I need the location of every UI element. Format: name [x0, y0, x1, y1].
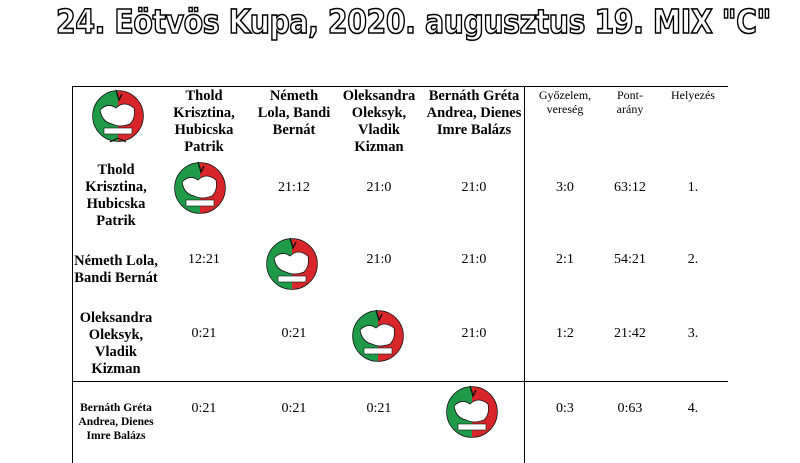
result-cell: 0:21 [281, 401, 307, 416]
club-emblem-icon [446, 385, 498, 438]
wins-cell: 2:1 [556, 252, 574, 267]
row-divider-rule [72, 381, 728, 382]
header-team-3: Oleksandra Oleksyk, Vladik Kizman [342, 88, 416, 155]
left-column-rule [72, 86, 73, 463]
result-cell: 21:0 [461, 326, 487, 341]
header-team-1: Thold Krisztina, Hubicska Patrik [173, 88, 235, 155]
points-cell: 54:21 [614, 252, 646, 267]
club-emblem-icon [266, 237, 318, 290]
wins-cell: 1:2 [556, 326, 574, 341]
club-emblem-icon [92, 89, 144, 143]
header-team-2: Németh Lola, Bandi Bernát [257, 88, 331, 138]
result-cell: 21:0 [366, 252, 392, 267]
rank-cell: 4. [687, 401, 699, 416]
points-cell: 0:63 [617, 401, 643, 416]
result-cell: 0:21 [281, 326, 307, 341]
page-title: 24. Eötvös Kupa, 2020. augusztus 19. MIX… [55, 1, 772, 42]
club-emblem-icon [174, 161, 226, 214]
result-cell: 21:12 [278, 180, 310, 195]
row-name-1: Thold Krisztina, Hubicska Patrik [85, 162, 147, 229]
points-cell: 21:42 [614, 326, 646, 341]
table-top-rule [72, 86, 728, 87]
result-cell: 0:21 [366, 401, 392, 416]
result-cell: 12:21 [188, 252, 220, 267]
header-wins: Győzelem, vereség [538, 88, 592, 116]
points-cell: 63:12 [614, 180, 646, 195]
wins-cell: 0:3 [556, 401, 574, 416]
mid-column-rule [524, 86, 525, 463]
club-emblem-icon [352, 309, 404, 362]
header-points: Pont-arány [616, 88, 644, 116]
result-cell: 21:0 [366, 180, 392, 195]
result-cell: 0:21 [191, 326, 217, 341]
header-rank: Helyezés [671, 88, 715, 102]
result-cell: 0:21 [191, 401, 217, 416]
result-cell: 21:0 [461, 180, 487, 195]
result-cell: 21:0 [461, 252, 487, 267]
rank-cell: 1. [687, 180, 699, 195]
row-name-3: Oleksandra Oleksyk, Vladik Kizman [79, 310, 153, 377]
rank-cell: 3. [687, 326, 699, 341]
row-name-2: Németh Lola, Bandi Bernát [74, 253, 158, 286]
rank-cell: 2. [687, 252, 699, 267]
wins-cell: 3:0 [556, 180, 574, 195]
row-name-4: Bernáth Gréta Andrea, Dienes Imre Balázs [78, 402, 154, 442]
header-team-4: Bernáth Gréta Andrea, Dienes Imre Balázs [426, 88, 522, 138]
